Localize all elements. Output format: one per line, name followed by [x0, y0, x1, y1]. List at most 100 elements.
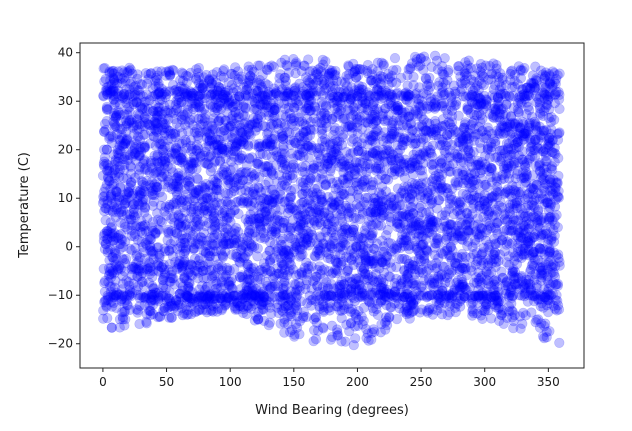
scatter-point [378, 151, 389, 162]
scatter-point [307, 200, 318, 211]
scatter-point [408, 208, 419, 219]
scatter-point [449, 284, 460, 295]
scatter-point [107, 179, 118, 191]
scatter-point [358, 247, 369, 258]
scatter-point [348, 163, 359, 174]
scatter-point [553, 153, 564, 164]
scatter-point [520, 202, 531, 214]
scatter-point [479, 179, 490, 190]
scatter-point [429, 250, 441, 261]
scatter-point [334, 161, 345, 172]
scatter-point [551, 86, 562, 97]
scatter-point [518, 250, 529, 261]
scatter-point [544, 215, 555, 227]
scatter-point [126, 245, 137, 256]
scatter-point [157, 191, 168, 203]
scatter-point [105, 183, 116, 194]
scatter-point [511, 168, 523, 180]
scatter-point [162, 171, 173, 182]
scatter-point [456, 282, 468, 293]
scatter-point [159, 122, 170, 133]
scatter-point [189, 186, 201, 198]
scatter-point [266, 60, 277, 71]
scatter-point [407, 178, 418, 189]
scatter-point [353, 273, 364, 284]
scatter-point [397, 111, 408, 122]
scatter-point [311, 194, 322, 205]
scatter-point [177, 155, 189, 166]
scatter-point [464, 194, 476, 205]
scatter-point [225, 216, 236, 228]
scatter-point [152, 259, 163, 270]
scatter-point [225, 280, 236, 291]
scatter-point [413, 253, 425, 264]
scatter-point [152, 242, 163, 253]
scatter-point [495, 88, 506, 99]
scatter-point [542, 197, 553, 208]
scatter-point [212, 263, 224, 274]
scatter-point [504, 168, 515, 179]
scatter-point [539, 73, 550, 84]
scatter-point [311, 246, 322, 257]
scatter-point [170, 226, 181, 238]
scatter-point [160, 105, 171, 117]
scatter-point [392, 183, 404, 194]
scatter-point [545, 235, 557, 246]
scatter-point [177, 75, 189, 86]
scatter-point [429, 277, 440, 288]
scatter-point [410, 137, 422, 149]
scatter-point [138, 280, 149, 292]
scatter-point [406, 202, 418, 213]
scatter-point [507, 219, 518, 230]
scatter-point [142, 106, 153, 117]
scatter-point [476, 249, 487, 260]
scatter-point [385, 94, 396, 106]
scatter-point [311, 188, 322, 199]
scatter-point [543, 283, 554, 294]
scatter-point [133, 281, 144, 292]
scatter-point [380, 103, 391, 114]
scatter-point [418, 64, 429, 75]
scatter-point [464, 124, 475, 135]
scatter-point [183, 281, 194, 293]
scatter-point [453, 177, 464, 188]
scatter-point [289, 115, 300, 126]
scatter-point [413, 210, 424, 221]
scatter-point [212, 228, 223, 239]
scatter-point [213, 144, 224, 155]
scatter-point [367, 227, 378, 239]
scatter-point [468, 85, 479, 96]
scatter-point [269, 197, 280, 208]
scatter-point [324, 77, 335, 88]
scatter-point [108, 149, 119, 160]
scatter-point [463, 127, 474, 138]
scatter-point [359, 175, 370, 186]
scatter-point [469, 168, 480, 180]
scatter-point [421, 177, 432, 188]
scatter-point [525, 146, 536, 157]
scatter-point [495, 122, 507, 133]
scatter-point [255, 288, 266, 299]
scatter-point [199, 204, 210, 215]
scatter-point [499, 214, 510, 225]
scatter-point [540, 194, 551, 205]
scatter-point [540, 156, 551, 167]
scatter-point [102, 165, 113, 177]
scatter-point [273, 268, 284, 279]
scatter-point [421, 125, 432, 136]
scatter-point [219, 162, 230, 173]
scatter-point [240, 89, 251, 100]
scatter-point [543, 277, 554, 289]
scatter-point [508, 247, 519, 258]
scatter-point [546, 161, 558, 172]
scatter-point [230, 62, 241, 73]
scatter-point [311, 143, 322, 154]
scatter-point [252, 243, 263, 254]
scatter-point [266, 184, 277, 195]
scatter-point [375, 212, 387, 223]
scatter-point [426, 195, 437, 206]
scatter-point [192, 211, 203, 222]
scatter-point [167, 154, 178, 165]
scatter-point [357, 207, 369, 218]
scatter-point [128, 207, 139, 218]
